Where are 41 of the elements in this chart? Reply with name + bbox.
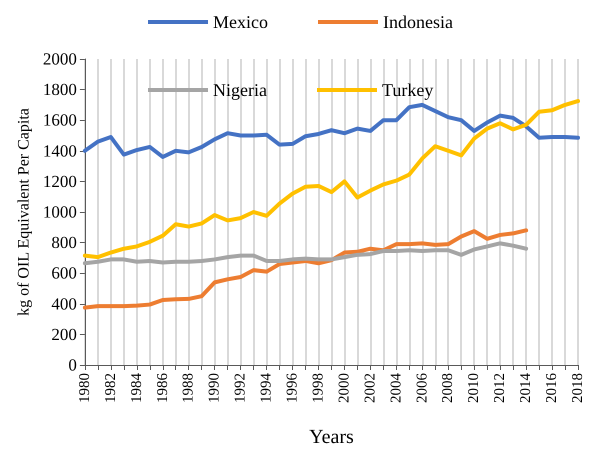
- x-tick-label: 1988: [180, 373, 197, 403]
- x-tick-label: 2014: [518, 372, 534, 403]
- y-tick-label: 1800: [42, 80, 77, 100]
- x-tick-label: 1994: [258, 372, 275, 403]
- y-tick-label: 0: [68, 356, 77, 374]
- x-tick-label: 2016: [544, 372, 560, 403]
- x-tick-label: 2000: [336, 373, 352, 403]
- legend-label: Indonesia: [383, 12, 453, 32]
- x-tick-label: 2012: [492, 373, 508, 403]
- x-tick-label: 1990: [206, 373, 223, 403]
- x-tick-label: 2002: [362, 373, 378, 403]
- line-series: [82, 99, 580, 260]
- x-tick-label: 2018: [570, 373, 586, 403]
- line-series: [82, 228, 528, 310]
- x-tick-label: 1998: [310, 373, 326, 403]
- x-tick-label: 1984: [128, 372, 145, 403]
- x-tick-label: 2010: [466, 373, 482, 403]
- x-tick-label: 1982: [102, 373, 119, 403]
- y-axis-title: kg of OIL Equivalent Per Capita: [16, 108, 32, 316]
- x-tick-label: 1980: [76, 373, 93, 403]
- x-tick-label: 2006: [414, 372, 430, 403]
- y-tick-label: 600: [51, 264, 77, 283]
- y-tick-label: 1200: [42, 172, 77, 191]
- legend-label: Mexico: [213, 12, 268, 32]
- x-tick-label: 2008: [440, 373, 456, 403]
- y-tick-label: 2000: [42, 50, 77, 68]
- x-tick-label: 1986: [154, 372, 171, 403]
- x-tick-label: 1992: [232, 373, 249, 403]
- line-series: [82, 102, 580, 159]
- y-tick-label: 400: [51, 294, 77, 314]
- x-axis-title: Years: [309, 426, 354, 448]
- line-series: [82, 241, 528, 266]
- x-tick-label: 1996: [284, 372, 301, 403]
- legend-label: Nigeria: [213, 80, 268, 100]
- y-tick-label: 1000: [42, 202, 77, 222]
- y-tick-label: 1600: [42, 110, 77, 130]
- legend-label: Turkey: [382, 80, 434, 100]
- y-tick-label: 1400: [42, 141, 77, 160]
- x-tick-label: 2004: [388, 372, 404, 403]
- y-tick-label: 200: [51, 324, 77, 344]
- y-tick-label: 800: [51, 233, 77, 252]
